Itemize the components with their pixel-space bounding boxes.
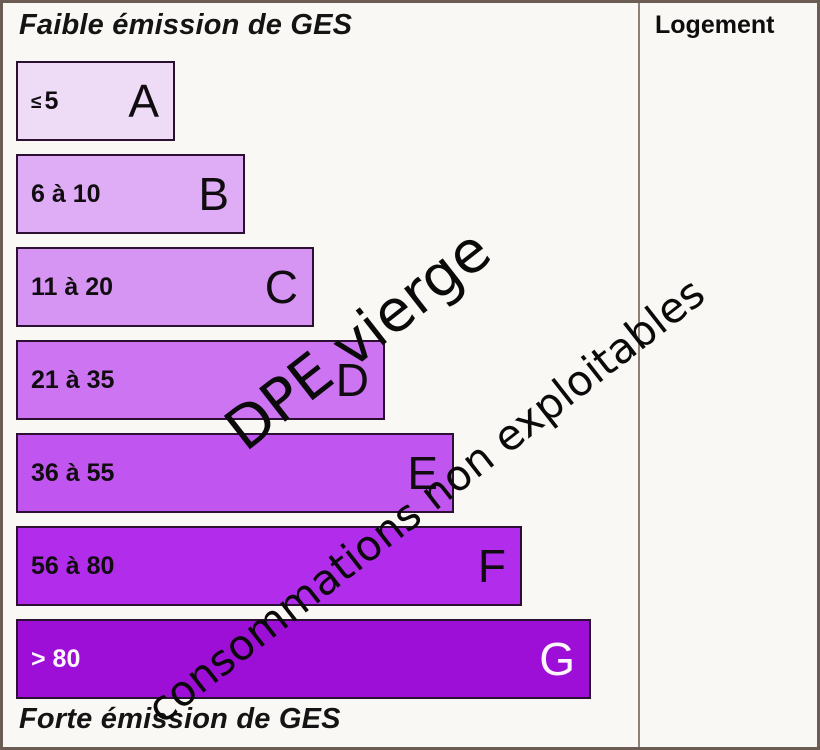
ges-bar-letter-c: C	[264, 261, 298, 313]
ges-bar-letter-a: A	[128, 75, 159, 127]
ges-bar-range-b: 6 à 10	[31, 179, 101, 208]
ges-bar-letter-e: E	[407, 447, 438, 499]
ges-bar-range-e: 36 à 55	[31, 458, 115, 487]
ges-bar-letter-d: D	[335, 354, 369, 406]
ges-bar-range-g: > 80	[31, 644, 81, 673]
panel-title-logement: Logement	[655, 11, 775, 39]
ges-bar-d: 21 à 35 D	[16, 340, 385, 420]
ges-bar-g: > 80 G	[16, 619, 591, 699]
ges-bar-letter-b: B	[198, 168, 229, 220]
ges-bar-e: 36 à 55 E	[16, 433, 454, 513]
ges-bar-range-value-a: 5	[44, 86, 59, 115]
ges-bar-c: 11 à 20 C	[16, 247, 314, 327]
low-emission-caption: Faible émission de GES	[19, 9, 353, 41]
vertical-divider	[638, 3, 640, 747]
ges-bar-scale: ≤5 A 6 à 10 B 11 à 20 C 21 à 35 D 36 à 55 E 56 à 8…	[3, 3, 638, 747]
ges-bar-letter-f: F	[477, 540, 506, 592]
ges-bar-f: 56 à 80 F	[16, 526, 522, 606]
ges-bar-a: ≤5 A	[16, 61, 175, 141]
ges-bar-range-f: 56 à 80	[31, 551, 115, 580]
ges-bar-range-c: 11 à 20	[31, 272, 114, 301]
ges-bar-range-a: ≤5	[18, 86, 59, 115]
less-than-or-equal-icon: ≤	[31, 91, 42, 113]
ges-bar-b: 6 à 10 B	[16, 154, 245, 234]
ges-bar-range-d: 21 à 35	[31, 365, 115, 394]
high-emission-caption: Forte émission de GES	[19, 703, 341, 735]
ges-bar-letter-g: G	[539, 633, 575, 685]
